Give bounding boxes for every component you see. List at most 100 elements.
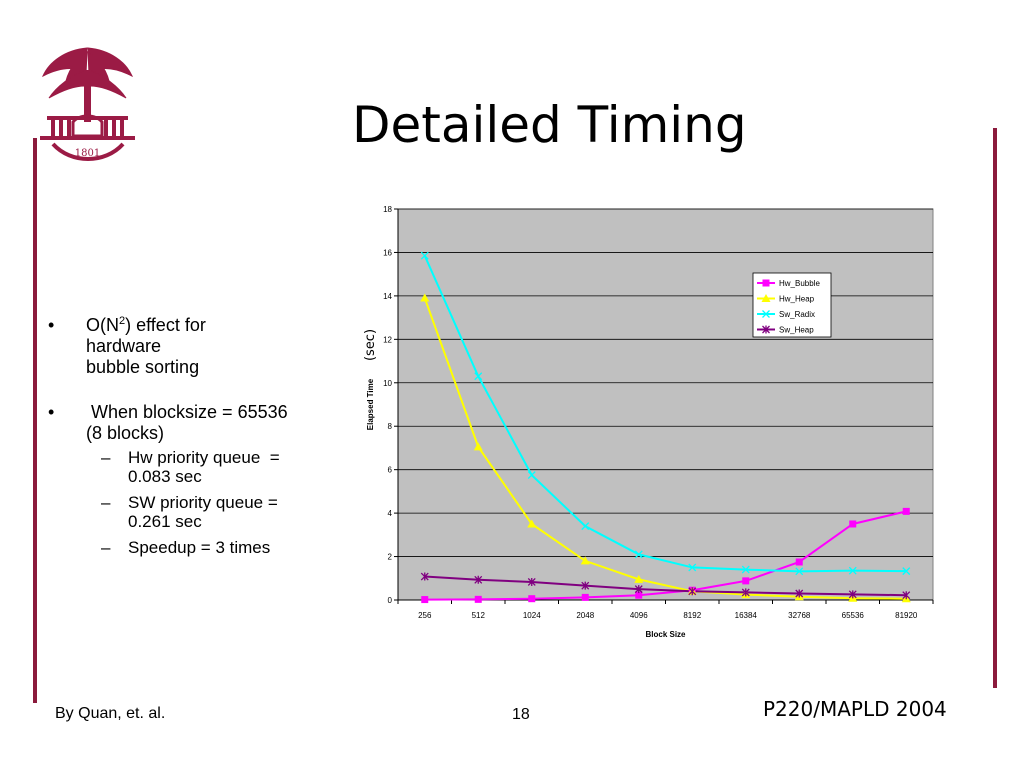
legend-label: Hw_Heap [779, 295, 815, 304]
data-point-sw-heap [795, 589, 804, 598]
data-point-sw-heap [581, 581, 590, 590]
data-point-sw-heap [420, 572, 429, 581]
sub-bullet-marker: – [101, 538, 111, 557]
y-tick-label: 18 [383, 205, 392, 214]
y-axis-unit-label: (sec) [363, 329, 378, 361]
sub-bullet-marker: – [101, 448, 111, 467]
data-point-hw-bubble [902, 507, 910, 515]
legend-marker [762, 279, 770, 287]
legend-label: Sw_Radix [779, 310, 815, 319]
sub-bullet-marker: – [101, 493, 111, 512]
y-tick-label: 0 [388, 596, 393, 605]
bullet-text: O(N [86, 315, 119, 335]
elapsed-time-line-chart: 0 2 4 6 8 10 12 14 16 18 256 512 1024 2048 4096 8192 163… [363, 205, 934, 639]
legend-label: Sw_Heap [779, 326, 814, 335]
data-point-hw-bubble [581, 593, 589, 601]
footer-conference: P220/MAPLD 2004 [763, 697, 947, 721]
x-tick-label: 2048 [576, 611, 594, 620]
data-point-sw-radix [527, 471, 536, 480]
x-tick-label: 8192 [683, 611, 701, 620]
university-seal-logo: 1801 [40, 47, 135, 161]
data-point-sw-radix [581, 522, 590, 531]
x-tick-label: 81920 [895, 611, 918, 620]
data-point-sw-radix [902, 567, 911, 576]
y-tick-label: 10 [383, 379, 392, 388]
data-point-sw-heap [902, 591, 911, 600]
x-tick-label: 1024 [523, 611, 541, 620]
svg-text:1801: 1801 [75, 148, 100, 159]
bullet-line: (8 blocks) [86, 423, 165, 443]
data-point-hw-heap [527, 519, 537, 528]
bullet-item: • O(N2) effect for hardware bubble sorti… [48, 315, 368, 378]
data-point-sw-heap [474, 575, 483, 584]
right-accent-rule [993, 128, 997, 688]
slide-title: Detailed Timing [352, 96, 747, 154]
data-point-hw-heap [580, 556, 590, 565]
y-tick-label: 8 [388, 422, 393, 431]
data-point-sw-radix [634, 550, 643, 559]
sub-bullet-item: – Speedup = 3 times [48, 538, 368, 557]
data-point-sw-radix [848, 566, 857, 575]
data-point-hw-bubble [742, 577, 750, 585]
series-line-sw-heap [424, 575, 907, 597]
bullet-marker: • [48, 402, 55, 422]
y-tick-label: 6 [388, 466, 393, 475]
data-point-sw-heap [848, 590, 857, 599]
footer-page-number: 18 [512, 706, 530, 723]
y-tick-label: 2 [388, 553, 393, 562]
bullet-line: O(N2) effect for [86, 315, 368, 336]
x-tick-label: 16384 [735, 611, 758, 620]
y-tick-label: 4 [388, 509, 393, 518]
sub-bullet-line: 0.261 sec [128, 512, 202, 531]
data-point-sw-heap [527, 577, 536, 586]
sub-bullet-line: 0.083 sec [128, 467, 202, 486]
data-point-sw-radix [420, 251, 429, 260]
data-point-sw-heap [741, 588, 750, 597]
data-point-sw-heap [634, 585, 643, 594]
bullet-text: ) effect for [125, 315, 206, 335]
bullet-list: • O(N2) effect for hardware bubble sorti… [48, 315, 368, 564]
superscript: 2 [119, 315, 126, 327]
data-point-sw-radix [741, 565, 750, 574]
left-accent-rule [33, 138, 37, 703]
x-tick-label: 4096 [630, 611, 648, 620]
data-point-hw-bubble [528, 595, 536, 603]
series-line-hw-bubble [424, 510, 907, 601]
x-tick-label: 512 [472, 611, 486, 620]
data-point-sw-radix [795, 567, 804, 576]
series-line-sw-radix [423, 255, 907, 573]
data-point-hw-bubble [635, 591, 643, 599]
footer-author: By Quan, et. al. [55, 705, 166, 722]
sub-bullet-item: – SW priority queue = 0.261 sec [48, 493, 368, 531]
data-point-hw-heap [634, 574, 644, 583]
sub-bullet-item: – Hw priority queue = 0.083 sec [48, 448, 368, 486]
bullet-line: When blocksize = 65536 [86, 402, 288, 422]
bullet-item: • When blocksize = 65536 (8 blocks) [48, 402, 368, 444]
legend-marker [761, 294, 771, 302]
bullet-line: bubble sorting [86, 357, 200, 377]
data-point-sw-radix [688, 563, 697, 572]
sub-bullet-line: Hw priority queue = [128, 448, 280, 467]
data-point-hw-bubble [421, 596, 429, 604]
x-tick-label: 32768 [788, 611, 811, 620]
data-point-hw-heap [420, 293, 430, 302]
y-tick-label: 16 [383, 248, 392, 257]
x-axis-label: Block Size [645, 630, 686, 639]
data-point-hw-bubble [474, 595, 482, 603]
legend-marker [762, 310, 770, 318]
sub-bullet-line: SW priority queue = [128, 493, 278, 512]
data-point-hw-bubble [849, 520, 857, 528]
bullet-marker: • [48, 315, 55, 335]
sub-bullet-line: Speedup = 3 times [128, 538, 271, 557]
series-line-hw-heap [423, 297, 907, 600]
x-tick-label: 65536 [842, 611, 865, 620]
legend-marker [762, 325, 770, 334]
bullet-line: hardware [86, 336, 162, 356]
data-point-hw-heap [473, 442, 483, 451]
data-point-sw-heap [688, 587, 697, 596]
legend-label: Hw_Bubble [779, 279, 820, 288]
plot-area [397, 208, 934, 601]
y-axis-label: Elapsed Time [366, 378, 375, 430]
y-tick-label: 12 [383, 335, 392, 344]
x-tick-label: 256 [418, 611, 432, 620]
